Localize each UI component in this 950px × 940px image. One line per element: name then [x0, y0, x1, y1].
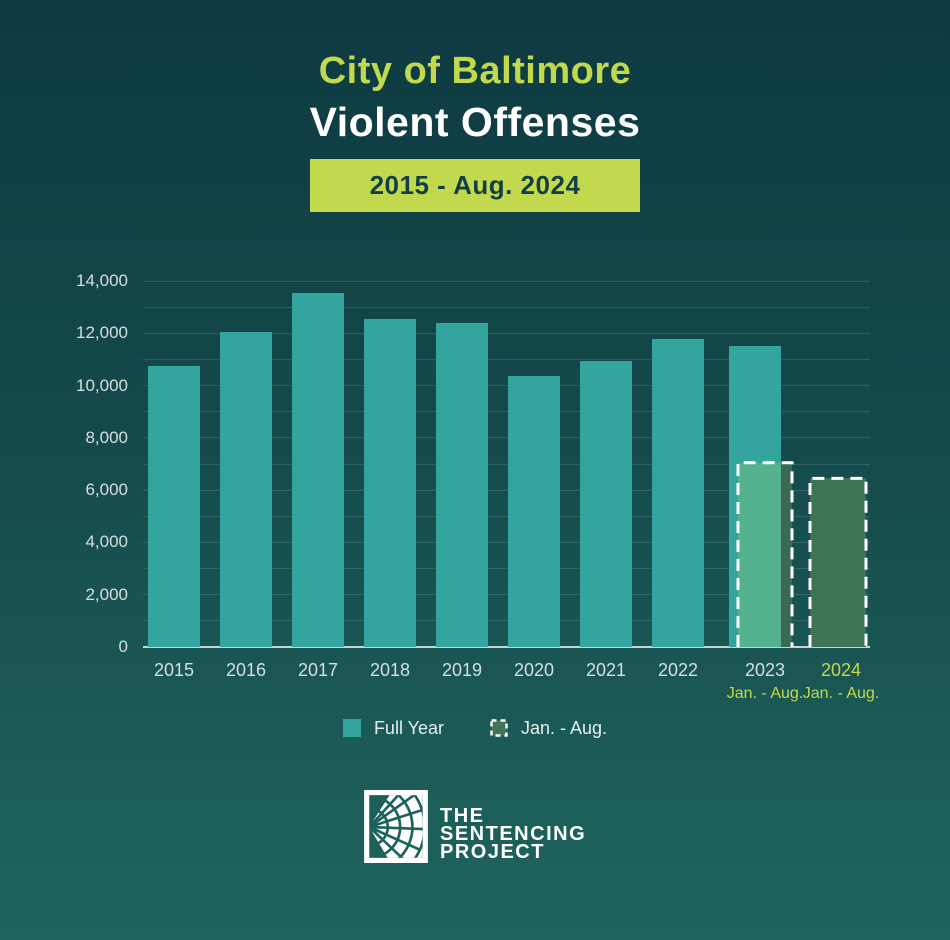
x-label-2024: 2024 [820, 660, 862, 680]
bar-full-year-2015 [148, 365, 200, 647]
legend-item-jan-aug: Jan. - Aug. [490, 718, 607, 739]
bar-jan-aug-2023-edge [781, 462, 792, 647]
x-sublabel-2024: Jan. - Aug. [802, 685, 880, 702]
y-tick-label-2000: 2,000 [85, 584, 128, 604]
gridline-1000 [143, 620, 870, 622]
x-axis-line [143, 646, 870, 648]
x-label-2023: 2023 [744, 660, 786, 680]
bar-full-year-2022 [652, 338, 704, 647]
legend-item-full-year: Full Year [342, 717, 444, 739]
date-range-badge: 2015 - Aug. 2024 [310, 159, 640, 212]
y-tick-label-0: 0 [118, 637, 128, 656]
x-label-2020: 2020 [513, 660, 555, 680]
x-label-2022: 2022 [657, 660, 699, 680]
full-year-swatch-icon [342, 719, 361, 737]
y-tick-label-4000: 4,000 [85, 532, 128, 552]
page-title-line1: City of Baltimore [318, 50, 632, 92]
legend-label-jan-aug: Jan. - Aug. [521, 717, 608, 738]
x-label-2016: 2016 [225, 660, 267, 680]
gridline-3000 [143, 568, 870, 570]
gridline-12000 [143, 332, 870, 334]
x-sublabel-2023: Jan. - Aug. [726, 685, 804, 702]
gridline-5000 [143, 515, 870, 517]
y-tick-label-8000: 8,000 [85, 427, 128, 447]
x-label-2017: 2017 [297, 660, 339, 680]
jan-aug-swatch-icon [490, 719, 508, 737]
bar-full-year-2018 [364, 318, 416, 647]
y-tick-label-6000: 6,000 [85, 480, 128, 500]
bar-full-year-2016 [220, 331, 272, 647]
gridline-13000 [143, 306, 870, 308]
gridline-2000 [143, 594, 870, 596]
gridline-9000 [143, 411, 870, 413]
x-label-2015: 2015 [153, 660, 195, 680]
logo-line-sentencing: SENTENCING [440, 823, 587, 845]
logo-line-the: THE [440, 805, 485, 827]
gridline-11000 [143, 358, 870, 360]
bar-jan-aug-2024 [810, 478, 866, 647]
y-tick-label-10000: 10,000 [76, 375, 128, 395]
legend-label-full-year: Full Year [373, 717, 444, 738]
bar-full-year-2021 [580, 360, 632, 647]
gridline-10000 [143, 385, 870, 387]
logo-line-project: PROJECT [440, 841, 545, 863]
x-label-2021: 2021 [585, 660, 627, 680]
bar-full-year-2020 [508, 376, 560, 647]
gridline-6000 [143, 489, 870, 491]
sentencing-project-wordmark: THE SENTENCING PROJECT [440, 805, 587, 863]
page-title-line2: Violent Offenses [309, 99, 641, 145]
gridline-4000 [143, 541, 870, 543]
sentencing-project-logomark-icon [364, 790, 428, 863]
gridline-8000 [143, 437, 870, 439]
chart-legend: Full Year Jan. - Aug. [0, 714, 950, 742]
y-tick-label-12000: 12,000 [76, 323, 128, 343]
bar-full-year-2019 [436, 322, 488, 647]
x-label-2019: 2019 [441, 660, 483, 680]
gridline-14000 [143, 280, 870, 282]
bar-full-year-2017 [292, 292, 344, 647]
y-tick-label-14000: 14,000 [76, 271, 128, 290]
bar-jan-aug-2023-overlap [738, 462, 781, 647]
sentencing-project-logo: THE SENTENCING PROJECT [0, 788, 950, 878]
x-label-2018: 2018 [369, 660, 411, 680]
gridline-7000 [143, 463, 870, 465]
